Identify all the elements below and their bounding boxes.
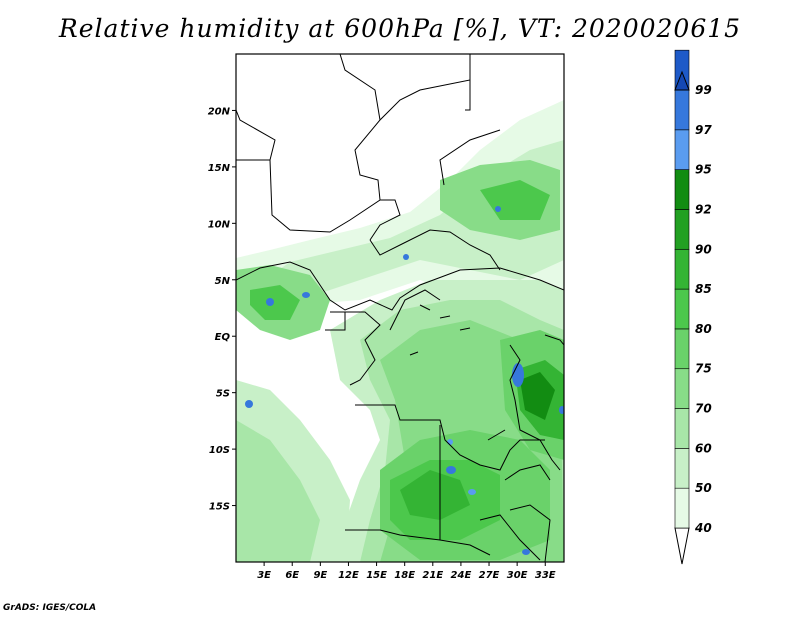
- colorbar-level-label: 80: [695, 322, 712, 336]
- lon-label: 3E: [257, 570, 271, 581]
- lat-label: 20N: [208, 106, 231, 117]
- colorbar-level-label: 50: [695, 481, 712, 495]
- colorbar-box: [674, 169, 690, 210]
- lon-label: 9E: [313, 570, 327, 581]
- lon-label: 21E: [422, 570, 443, 581]
- colorbar-level-label: 90: [695, 242, 712, 256]
- lon-label: 12E: [338, 570, 359, 581]
- lon-label: 18E: [394, 570, 415, 581]
- colorbar: 40 50 60 70 75 80 85 90 92 95 97 99: [674, 49, 712, 565]
- colorbar-box: [674, 408, 690, 449]
- map-title: Relative humidity at 600hPa [%], VT: 202…: [58, 14, 742, 43]
- latitude-labels: 20N 15N 10N 5N EQ 5S 10S 15S: [208, 106, 236, 513]
- colorbar-level-label: 60: [695, 441, 712, 455]
- lon-label: 30E: [507, 570, 528, 581]
- lat-label: 15N: [208, 163, 231, 174]
- colorbar-box: [674, 448, 690, 489]
- colorbar-top-arrow: [674, 70, 690, 91]
- colorbar-box: [674, 129, 690, 170]
- humidity-field: [236, 54, 564, 562]
- colorbar-bottom-arrow: [674, 527, 690, 565]
- colorbar-level-label: 40: [694, 521, 712, 535]
- colorbar-level-label: 92: [695, 202, 712, 216]
- colorbar-level-label: 75: [695, 362, 712, 376]
- colorbar-box: [674, 248, 690, 290]
- country-borders: [236, 54, 564, 562]
- map-frame: [235, 53, 565, 563]
- colorbar-level-label: 97: [695, 123, 712, 137]
- longitude-labels: 3E 6E 9E 12E 15E 18E 21E 24E 27E 30E 33E: [257, 562, 556, 581]
- grads-credit: GrADS: IGES/COLA: [3, 603, 97, 613]
- lon-label: 27E: [479, 570, 500, 581]
- colorbar-box: [674, 487, 690, 529]
- lat-label: EQ: [215, 332, 231, 343]
- colorbar-box: [674, 288, 690, 330]
- lon-label: 33E: [535, 570, 556, 581]
- lat-label: 10N: [208, 219, 231, 230]
- colorbar-level-label: 85: [695, 282, 712, 296]
- colorbar-level-label: 99: [695, 83, 712, 97]
- colorbar-box: [674, 209, 690, 250]
- lon-label: 15E: [366, 570, 387, 581]
- colorbar-box: [674, 368, 690, 409]
- lat-label: 5S: [216, 389, 230, 400]
- lat-label: 15S: [209, 502, 230, 513]
- lon-label: 6E: [285, 570, 299, 581]
- lon-label: 24E: [451, 570, 472, 581]
- lat-label: 5N: [215, 276, 231, 287]
- colorbar-level-label: 70: [695, 402, 712, 416]
- lat-label: 10S: [209, 445, 230, 456]
- colorbar-box: [674, 89, 690, 131]
- colorbar-box: [674, 328, 690, 370]
- colorbar-level-label: 95: [695, 163, 712, 177]
